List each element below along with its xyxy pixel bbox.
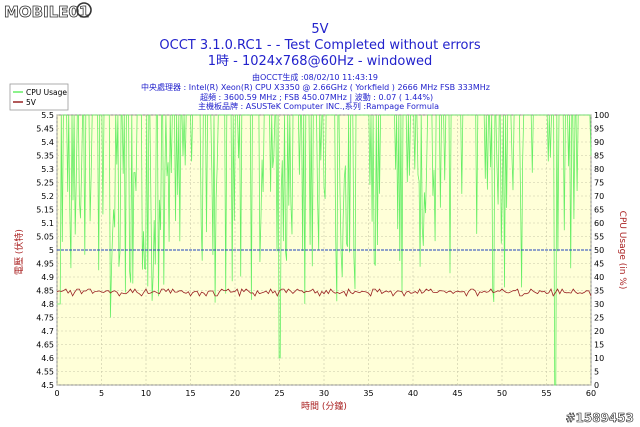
y-left-tick-label: 4.9 bbox=[41, 273, 54, 282]
info-line-1: 由OCCT生成 :08/02/10 11:43:19 bbox=[252, 72, 378, 82]
series-cpu-usage-line bbox=[57, 114, 592, 386]
legend-label-cpu: CPU Usage bbox=[26, 88, 67, 97]
x-tick-label: 55 bbox=[541, 389, 551, 398]
series-layer bbox=[56, 114, 592, 386]
y-left-tick-label: 4.65 bbox=[36, 341, 54, 350]
x-tick-label: 40 bbox=[408, 389, 418, 398]
y-right-tick-label: 65 bbox=[594, 206, 604, 215]
x-tick-label: 25 bbox=[274, 389, 284, 398]
y-left-tick-label: 4.55 bbox=[36, 368, 54, 377]
y-right-tick-label: 25 bbox=[594, 314, 604, 323]
y-left-tick-label: 4.6 bbox=[41, 354, 54, 363]
y-left-tick-label: 5.2 bbox=[41, 192, 54, 201]
x-tick-label: 0 bbox=[54, 389, 59, 398]
info-line-4: 主機板品牌 : ASUSTeK Computer INC.,系列 :Rampag… bbox=[198, 101, 439, 111]
y-right-tick-label: 30 bbox=[594, 300, 604, 309]
y-left-tick-label: 4.5 bbox=[41, 381, 54, 390]
y-right-tick-label: 80 bbox=[594, 165, 604, 174]
y-right-tick-label: 20 bbox=[594, 327, 604, 336]
y-right-tick-label: 15 bbox=[594, 341, 604, 350]
x-tick-label: 45 bbox=[452, 389, 462, 398]
x-tick-label: 35 bbox=[363, 389, 373, 398]
x-tick-label: 30 bbox=[319, 389, 329, 398]
y-right-tick-label: 10 bbox=[594, 354, 604, 363]
y-left-tick-label: 5.45 bbox=[36, 125, 54, 134]
y-right-tick-label: 75 bbox=[594, 179, 604, 188]
watermark-id: #1589453 bbox=[565, 411, 634, 425]
series-5v-line bbox=[56, 288, 592, 298]
y-right-tick-label: 50 bbox=[594, 246, 604, 255]
y-left-tick-label: 5.1 bbox=[41, 219, 54, 228]
y-left-tick-label: 4.75 bbox=[36, 314, 54, 323]
y-right-tick-label: 95 bbox=[594, 125, 604, 134]
y-left-tick-label: 5.15 bbox=[36, 206, 54, 215]
y-right-tick-label: 55 bbox=[594, 233, 604, 242]
legend-box bbox=[9, 83, 69, 111]
x-tick-label: 10 bbox=[141, 389, 151, 398]
x-tick-label: 15 bbox=[185, 389, 195, 398]
x-tick-labels: 0 5 10 15 20 25 30 35 40 45 50 55 60 bbox=[54, 389, 596, 398]
y-axis-right-label: CPU Usage (in %) bbox=[617, 211, 627, 290]
y-right-tick-label: 90 bbox=[594, 138, 604, 147]
x-tick-label: 20 bbox=[230, 389, 240, 398]
y-right-tick-label: 40 bbox=[594, 273, 604, 282]
y-left-tick-label: 5.3 bbox=[41, 165, 54, 174]
legend-label-5v: 5V bbox=[26, 98, 37, 107]
y-right-tick-label: 5 bbox=[594, 368, 599, 377]
watermark-logo: MOBILE01 bbox=[4, 3, 89, 21]
y-right-tick-label: 100 bbox=[594, 111, 609, 120]
y-left-tick-label: 5.4 bbox=[41, 138, 54, 147]
y-right-tick-label: 0 bbox=[594, 381, 599, 390]
x-tick-label: 50 bbox=[497, 389, 507, 398]
y-left-tick-label: 4.7 bbox=[41, 327, 54, 336]
y-left-tick-label: 4.95 bbox=[36, 260, 54, 269]
y-left-tick-label: 5 bbox=[49, 246, 54, 255]
x-tick-label: 60 bbox=[586, 389, 596, 398]
info-line-2: 中央處理器 : Intel(R) Xeon(R) CPU X3350 @ 2.6… bbox=[141, 82, 490, 92]
y-left-tick-label: 4.8 bbox=[41, 300, 54, 309]
chart-subtitle-2: 1時 - 1024x768@60Hz - windowed bbox=[208, 54, 433, 69]
x-tick-label: 5 bbox=[99, 389, 104, 398]
chart-subtitle-1: OCCT 3.1.0.RC1 - - Test Completed withou… bbox=[159, 38, 480, 53]
y-right-tick-labels: 1009590858075706560555045403530252015105… bbox=[594, 111, 609, 390]
y-left-tick-label: 5.35 bbox=[36, 152, 54, 161]
x-axis-label: 時間 (分鐘) bbox=[301, 400, 347, 412]
y-right-tick-label: 45 bbox=[594, 260, 604, 269]
y-right-tick-label: 70 bbox=[594, 192, 604, 201]
y-left-tick-labels: 5.5 5.45 5.4 5.35 5.3 5.25 5.2 5.15 5.1 5.05 5 4.95… bbox=[36, 111, 54, 390]
logo-ring-icon bbox=[76, 2, 92, 18]
y-right-tick-label: 60 bbox=[594, 219, 604, 228]
y-axis-left-label: 電壓 (伏特) bbox=[13, 229, 25, 275]
y-right-tick-label: 35 bbox=[594, 287, 604, 296]
y-left-tick-label: 4.85 bbox=[36, 287, 54, 296]
y-right-tick-label: 85 bbox=[594, 152, 604, 161]
chart-title: 5V bbox=[311, 22, 328, 37]
y-left-tick-label: 5.5 bbox=[41, 111, 54, 120]
info-line-3: 超頻 : 3600.59 MHz ; FSB 450.07MHz | 波動 : … bbox=[200, 92, 433, 102]
y-left-tick-label: 5.25 bbox=[36, 179, 54, 188]
y-left-tick-label: 5.05 bbox=[36, 233, 54, 242]
